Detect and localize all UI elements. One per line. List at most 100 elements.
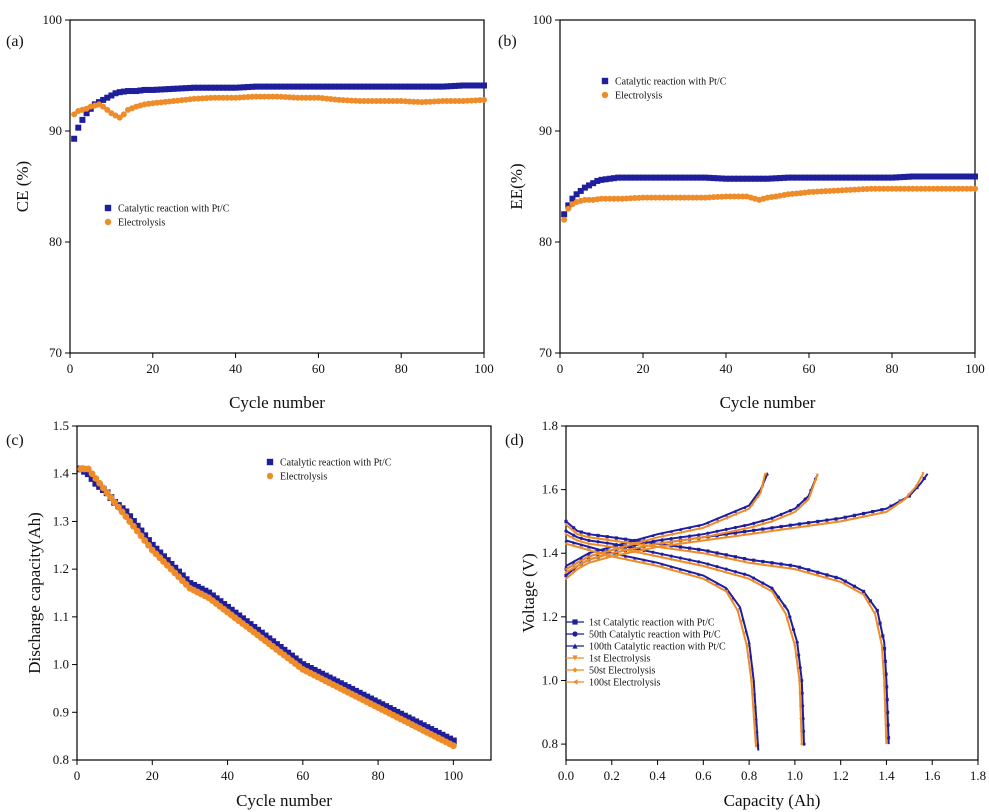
- data-point: [171, 564, 179, 572]
- data-point: [456, 82, 463, 89]
- data-point: [779, 516, 783, 520]
- data-point: [423, 83, 430, 90]
- data-point: [739, 175, 746, 182]
- data-point: [564, 542, 568, 546]
- data-point: [881, 661, 885, 665]
- data-point: [356, 83, 363, 90]
- data-point: [605, 541, 609, 545]
- data-point: [295, 658, 303, 666]
- data-point: [635, 174, 642, 181]
- data-point: [872, 185, 879, 192]
- legend-label: 100th Catalytic reaction with Pt/C: [589, 642, 726, 653]
- data-point: [160, 553, 167, 561]
- data-point: [614, 547, 618, 551]
- data-point: [747, 640, 751, 644]
- data-point: [660, 534, 664, 538]
- data-point: [843, 515, 847, 519]
- x-tick-label: 0.6: [695, 768, 712, 783]
- panel-label: (a): [6, 33, 24, 50]
- data-point: [564, 564, 568, 568]
- data-point: [401, 712, 408, 720]
- data-point: [660, 565, 664, 569]
- data-point: [126, 513, 134, 521]
- data-point: [201, 587, 209, 595]
- data-point: [605, 538, 609, 542]
- data-point: [770, 586, 774, 590]
- data-point: [605, 546, 609, 550]
- data-point: [211, 84, 218, 91]
- data-point: [434, 729, 442, 737]
- data-point: [596, 540, 600, 544]
- series-catalytic: [71, 82, 487, 142]
- data-point: [807, 524, 811, 528]
- data-point: [393, 708, 401, 716]
- data-point: [789, 174, 796, 181]
- data-point: [677, 194, 684, 201]
- series-curve-2: [564, 472, 770, 751]
- data-point: [187, 84, 194, 91]
- data-point: [776, 175, 783, 182]
- data-point: [579, 565, 583, 569]
- data-point: [642, 551, 646, 556]
- data-point: [664, 194, 671, 201]
- data-point: [733, 555, 737, 559]
- data-point: [897, 174, 904, 181]
- data-point: [286, 83, 293, 90]
- data-point: [614, 539, 618, 543]
- data-point: [688, 549, 692, 553]
- data-point: [878, 621, 882, 625]
- data-point: [311, 94, 318, 101]
- data-point: [619, 174, 626, 181]
- data-point: [733, 509, 737, 513]
- data-point: [742, 523, 747, 528]
- data-point: [955, 173, 962, 180]
- data-point: [404, 714, 412, 722]
- data-point: [901, 173, 908, 180]
- data-point: [360, 83, 367, 90]
- legend: Catalytic reaction with Pt/C Electrolysis: [601, 77, 727, 102]
- data-point: [623, 537, 628, 541]
- data-point: [124, 88, 131, 95]
- data-point: [715, 564, 719, 569]
- data-point: [816, 573, 820, 578]
- data-point: [614, 555, 618, 559]
- data-point: [587, 548, 591, 552]
- data-point: [348, 685, 356, 693]
- data-point: [220, 601, 228, 608]
- data-point: [456, 98, 463, 105]
- x-axis-label: Cycle number: [236, 791, 332, 810]
- legend-marker: [266, 472, 274, 480]
- data-point: [367, 695, 374, 703]
- data-point: [642, 539, 646, 543]
- data-point: [800, 691, 804, 695]
- data-point: [706, 549, 710, 553]
- y-axis-label: Voltage (V): [519, 553, 538, 632]
- legend-marker: [104, 204, 112, 212]
- y-tick-label: 70: [49, 345, 62, 360]
- data-point: [723, 193, 729, 200]
- data-point: [669, 537, 673, 541]
- data-point: [678, 545, 683, 549]
- data-point: [798, 666, 802, 670]
- data-point: [167, 560, 175, 568]
- data-point: [752, 579, 756, 583]
- data-point: [835, 174, 842, 181]
- data-point: [779, 524, 783, 529]
- data-point: [418, 83, 425, 90]
- data-point: [660, 174, 667, 181]
- data-point: [816, 523, 820, 527]
- data-point: [331, 83, 338, 90]
- data-point: [710, 175, 717, 182]
- data-point: [385, 98, 392, 105]
- data-point: [273, 641, 280, 648]
- data-point: [254, 626, 262, 634]
- data-point: [880, 174, 887, 181]
- data-point: [190, 581, 198, 589]
- x-tick-label: 0.0: [558, 768, 574, 783]
- data-point: [724, 535, 728, 539]
- data-point: [660, 538, 664, 542]
- data-point: [651, 560, 655, 564]
- data-point: [284, 649, 292, 657]
- data-point: [816, 519, 820, 524]
- data-point: [886, 736, 891, 740]
